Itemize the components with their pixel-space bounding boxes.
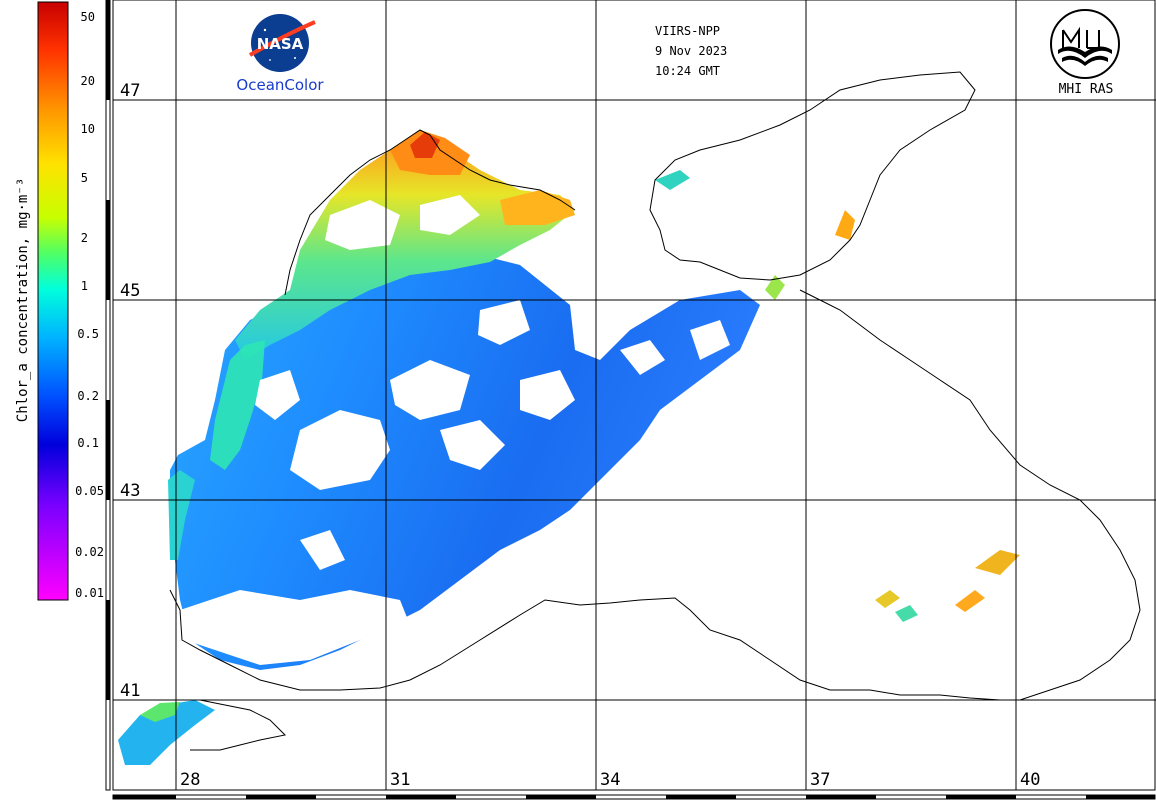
colorbar-tick-10: 10 [81,122,95,136]
coastline-azov [649,71,976,281]
colorbar-title: Chlor_a concentration, mg·m⁻³ [15,178,31,422]
sensor-label: VIIRS-NPP [655,24,720,38]
colorbar-tick-0.05: 0.05 [75,484,104,498]
colorbar-tick-50: 50 [81,10,95,24]
header-info: VIIRS-NPP 9 Nov 2023 10:24 GMT [655,24,727,78]
colorbar-tick-0.5: 0.5 [77,327,99,341]
mhi-ras-label: MHI RAS [1059,82,1114,97]
chl-bulgarian-coast [168,470,195,560]
lon-label-31: 31 [390,770,410,790]
nasa-logo-text: NASA [257,35,304,53]
nasa-logo: NASA OceanColor [236,14,324,94]
chl-east-patch-3 [955,590,985,612]
bottom-scale-bar [112,794,1156,800]
chl-azov-patch-1 [655,170,690,190]
mhi-ras-logo: MHI RAS [1050,9,1120,97]
chl-danube-plume [210,340,265,470]
time-label: 10:24 GMT [655,64,720,78]
chl-bosporus [118,700,215,765]
chl-nw-shelf [235,140,575,360]
chl-east-patch-2 [895,605,918,622]
chl-kerch-strip [765,275,785,300]
colorbar: Chlor_a concentration, mg·m⁻³ 50 20 10 5… [15,1,104,601]
oceancolor-label: OceanColor [236,76,324,94]
coastline [169,71,1141,751]
colorbar-tick-5: 5 [81,171,88,185]
colorbar-tick-1: 1 [81,279,88,293]
lon-label-28: 28 [180,770,200,790]
chl-east-patch-4 [975,550,1020,575]
chl-azov-patch-2 [835,210,855,240]
colorbar-tick-20: 20 [81,74,95,88]
colorbar-tick-0.1: 0.1 [77,436,99,450]
coastline-south [169,289,1141,701]
lon-label-40: 40 [1020,770,1040,790]
lat-label-43: 43 [120,481,140,501]
lon-label-34: 34 [600,770,620,790]
chlorophyll-field [118,130,1020,765]
lon-label-37: 37 [810,770,830,790]
colorbar-tick-0.2: 0.2 [77,389,99,403]
lat-label-45: 45 [120,281,140,301]
colorbar-gradient [37,1,69,601]
map-frame [112,0,1156,791]
latitude-labels: 47 45 43 41 [120,81,140,701]
lat-lon-grid [113,0,1156,790]
lat-label-41: 41 [120,681,140,701]
colorbar-tick-0.02: 0.02 [75,545,104,559]
chl-bosporus-shelf [140,702,180,722]
longitude-labels: 28 31 34 37 40 [180,770,1040,790]
date-label: 9 Nov 2023 [655,44,727,58]
colorbar-tick-0.01: 0.01 [75,586,104,600]
chl-east-patch-1 [875,590,900,608]
colorbar-tick-2: 2 [81,231,88,245]
coastline-crimea [284,129,576,296]
chl-karkinit-bay [500,190,575,225]
coastline-marmara [190,699,287,751]
left-scale-bar [105,0,111,791]
cloud-mask [180,195,730,665]
lat-label-47: 47 [120,81,140,101]
